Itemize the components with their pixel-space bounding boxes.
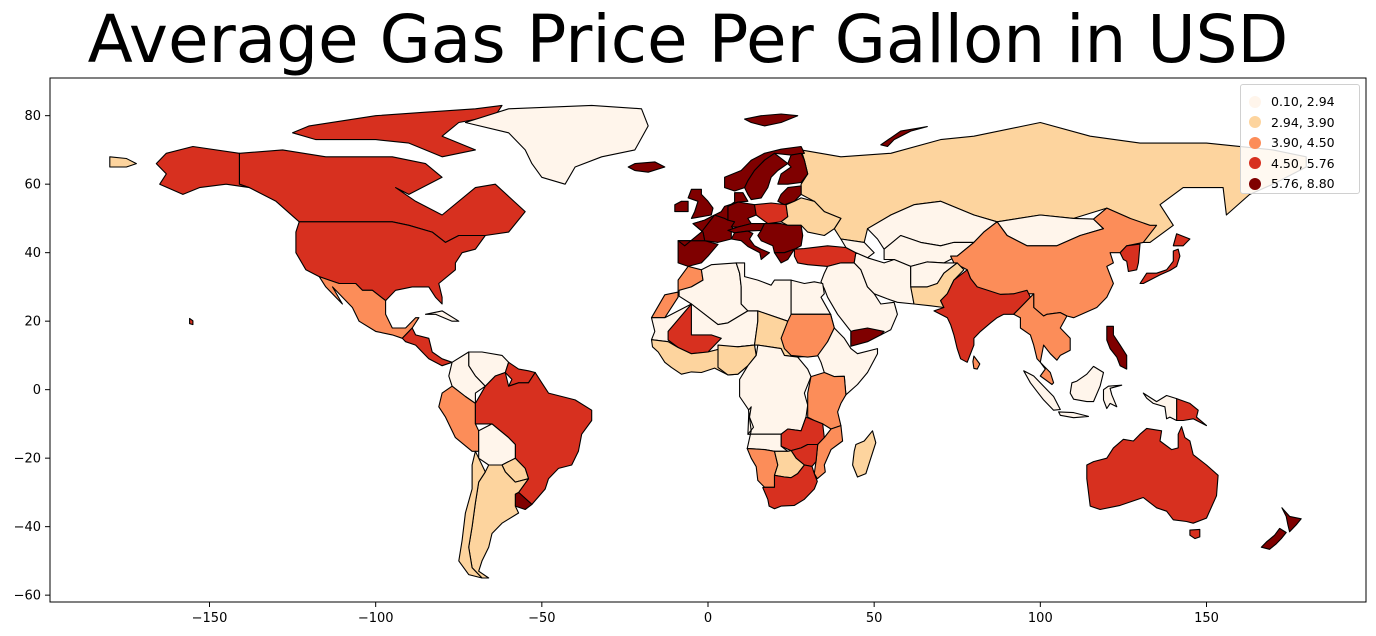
region-namibia (746, 448, 779, 488)
legend-item: 2.94, 3.90 (1249, 112, 1361, 133)
region-belarus-ukraine (780, 197, 842, 237)
y-tick-label: −20 (14, 452, 41, 467)
region-iberia (677, 240, 719, 267)
region-ireland (674, 200, 689, 213)
x-tick-label: 0 (704, 611, 712, 626)
region-nz-south (1260, 527, 1287, 550)
x-tick-label: −150 (192, 611, 228, 626)
x-tick-label: 50 (866, 611, 883, 626)
legend: 0.10, 2.94 2.94, 3.90 3.90, 4.50 4.50, 5.76… (1240, 84, 1360, 194)
x-tick-label: 100 (1028, 611, 1053, 626)
country-layer (109, 104, 1307, 579)
y-tick-label: 0 (33, 383, 41, 398)
region-papua-new-guinea (1176, 398, 1208, 427)
legend-label: 3.90, 4.50 (1271, 135, 1335, 150)
region-uk (687, 188, 714, 219)
y-tick-label: −40 (14, 520, 41, 535)
region-finland (777, 152, 809, 185)
region-philippines (1106, 325, 1128, 370)
legend-item: 5.76, 8.80 (1249, 173, 1361, 194)
region-novaya-zemlya (880, 126, 928, 148)
legend-item: 4.50, 5.76 (1249, 153, 1361, 174)
region-yemen (850, 327, 885, 347)
legend-label: 0.10, 2.94 (1271, 94, 1335, 109)
region-sulawesi (1102, 384, 1123, 410)
y-tick-label: 40 (24, 246, 41, 261)
region-chile (458, 450, 486, 579)
region-indonesia-java (1058, 411, 1090, 419)
y-tick-label: −60 (14, 589, 41, 604)
chart-title: Average Gas Price Per Gallon in USD (87, 1, 1289, 78)
y-tick-label: 80 (24, 109, 41, 124)
region-south-africa (762, 464, 818, 510)
region-cuba (424, 310, 460, 322)
legend-swatch (1249, 116, 1261, 128)
region-alaska (155, 145, 250, 195)
region-japan (1139, 248, 1181, 285)
region-canadian-arctic (292, 104, 503, 158)
region-mainland-se-asia (1013, 293, 1071, 386)
region-iceland (627, 161, 666, 173)
x-tick-label: 150 (1194, 611, 1219, 626)
region-sri-lanka (972, 355, 981, 370)
region-australia (1086, 426, 1219, 524)
region-new-guinea-w (1142, 392, 1178, 422)
legend-swatch (1249, 157, 1261, 169)
legend-label: 5.76, 8.80 (1271, 176, 1335, 191)
x-axis: −150 −100 −50 0 50 100 150 (192, 602, 1219, 626)
region-benelux-denmark (714, 192, 749, 221)
region-italy (730, 230, 771, 261)
region-western-europe-dark (677, 214, 716, 247)
region-indonesia-w (1023, 370, 1061, 411)
x-tick-label: −100 (358, 611, 394, 626)
legend-label: 2.94, 3.90 (1271, 114, 1335, 130)
region-romania-balkans (757, 223, 804, 254)
y-axis: −60 −40 −20 0 20 40 60 80 (14, 109, 50, 604)
region-hawaii (189, 317, 194, 326)
region-nz-north (1281, 507, 1302, 533)
legend-item: 3.90, 4.50 (1249, 132, 1361, 153)
region-tasmania (1189, 528, 1201, 540)
region-borneo (1069, 365, 1105, 403)
y-tick-label: 60 (24, 178, 41, 193)
region-sweden (744, 152, 789, 201)
legend-swatch (1249, 136, 1261, 149)
x-tick-label: −50 (528, 611, 555, 626)
region-greece (773, 248, 795, 264)
legend-swatch (1249, 95, 1261, 108)
region-svalbard (744, 113, 799, 127)
region-mexico (318, 276, 420, 339)
region-hokkaido (1172, 233, 1191, 247)
region-central-america (401, 327, 453, 367)
region-greenland (464, 104, 649, 185)
legend-swatch (1249, 177, 1261, 190)
legend-label: 4.50, 5.76 (1271, 155, 1335, 171)
region-chukotka (109, 156, 137, 168)
legend-item: 0.10, 2.94 (1249, 91, 1361, 112)
y-tick-label: 20 (24, 315, 41, 330)
region-korea (1119, 243, 1141, 273)
region-madagascar (852, 430, 877, 478)
